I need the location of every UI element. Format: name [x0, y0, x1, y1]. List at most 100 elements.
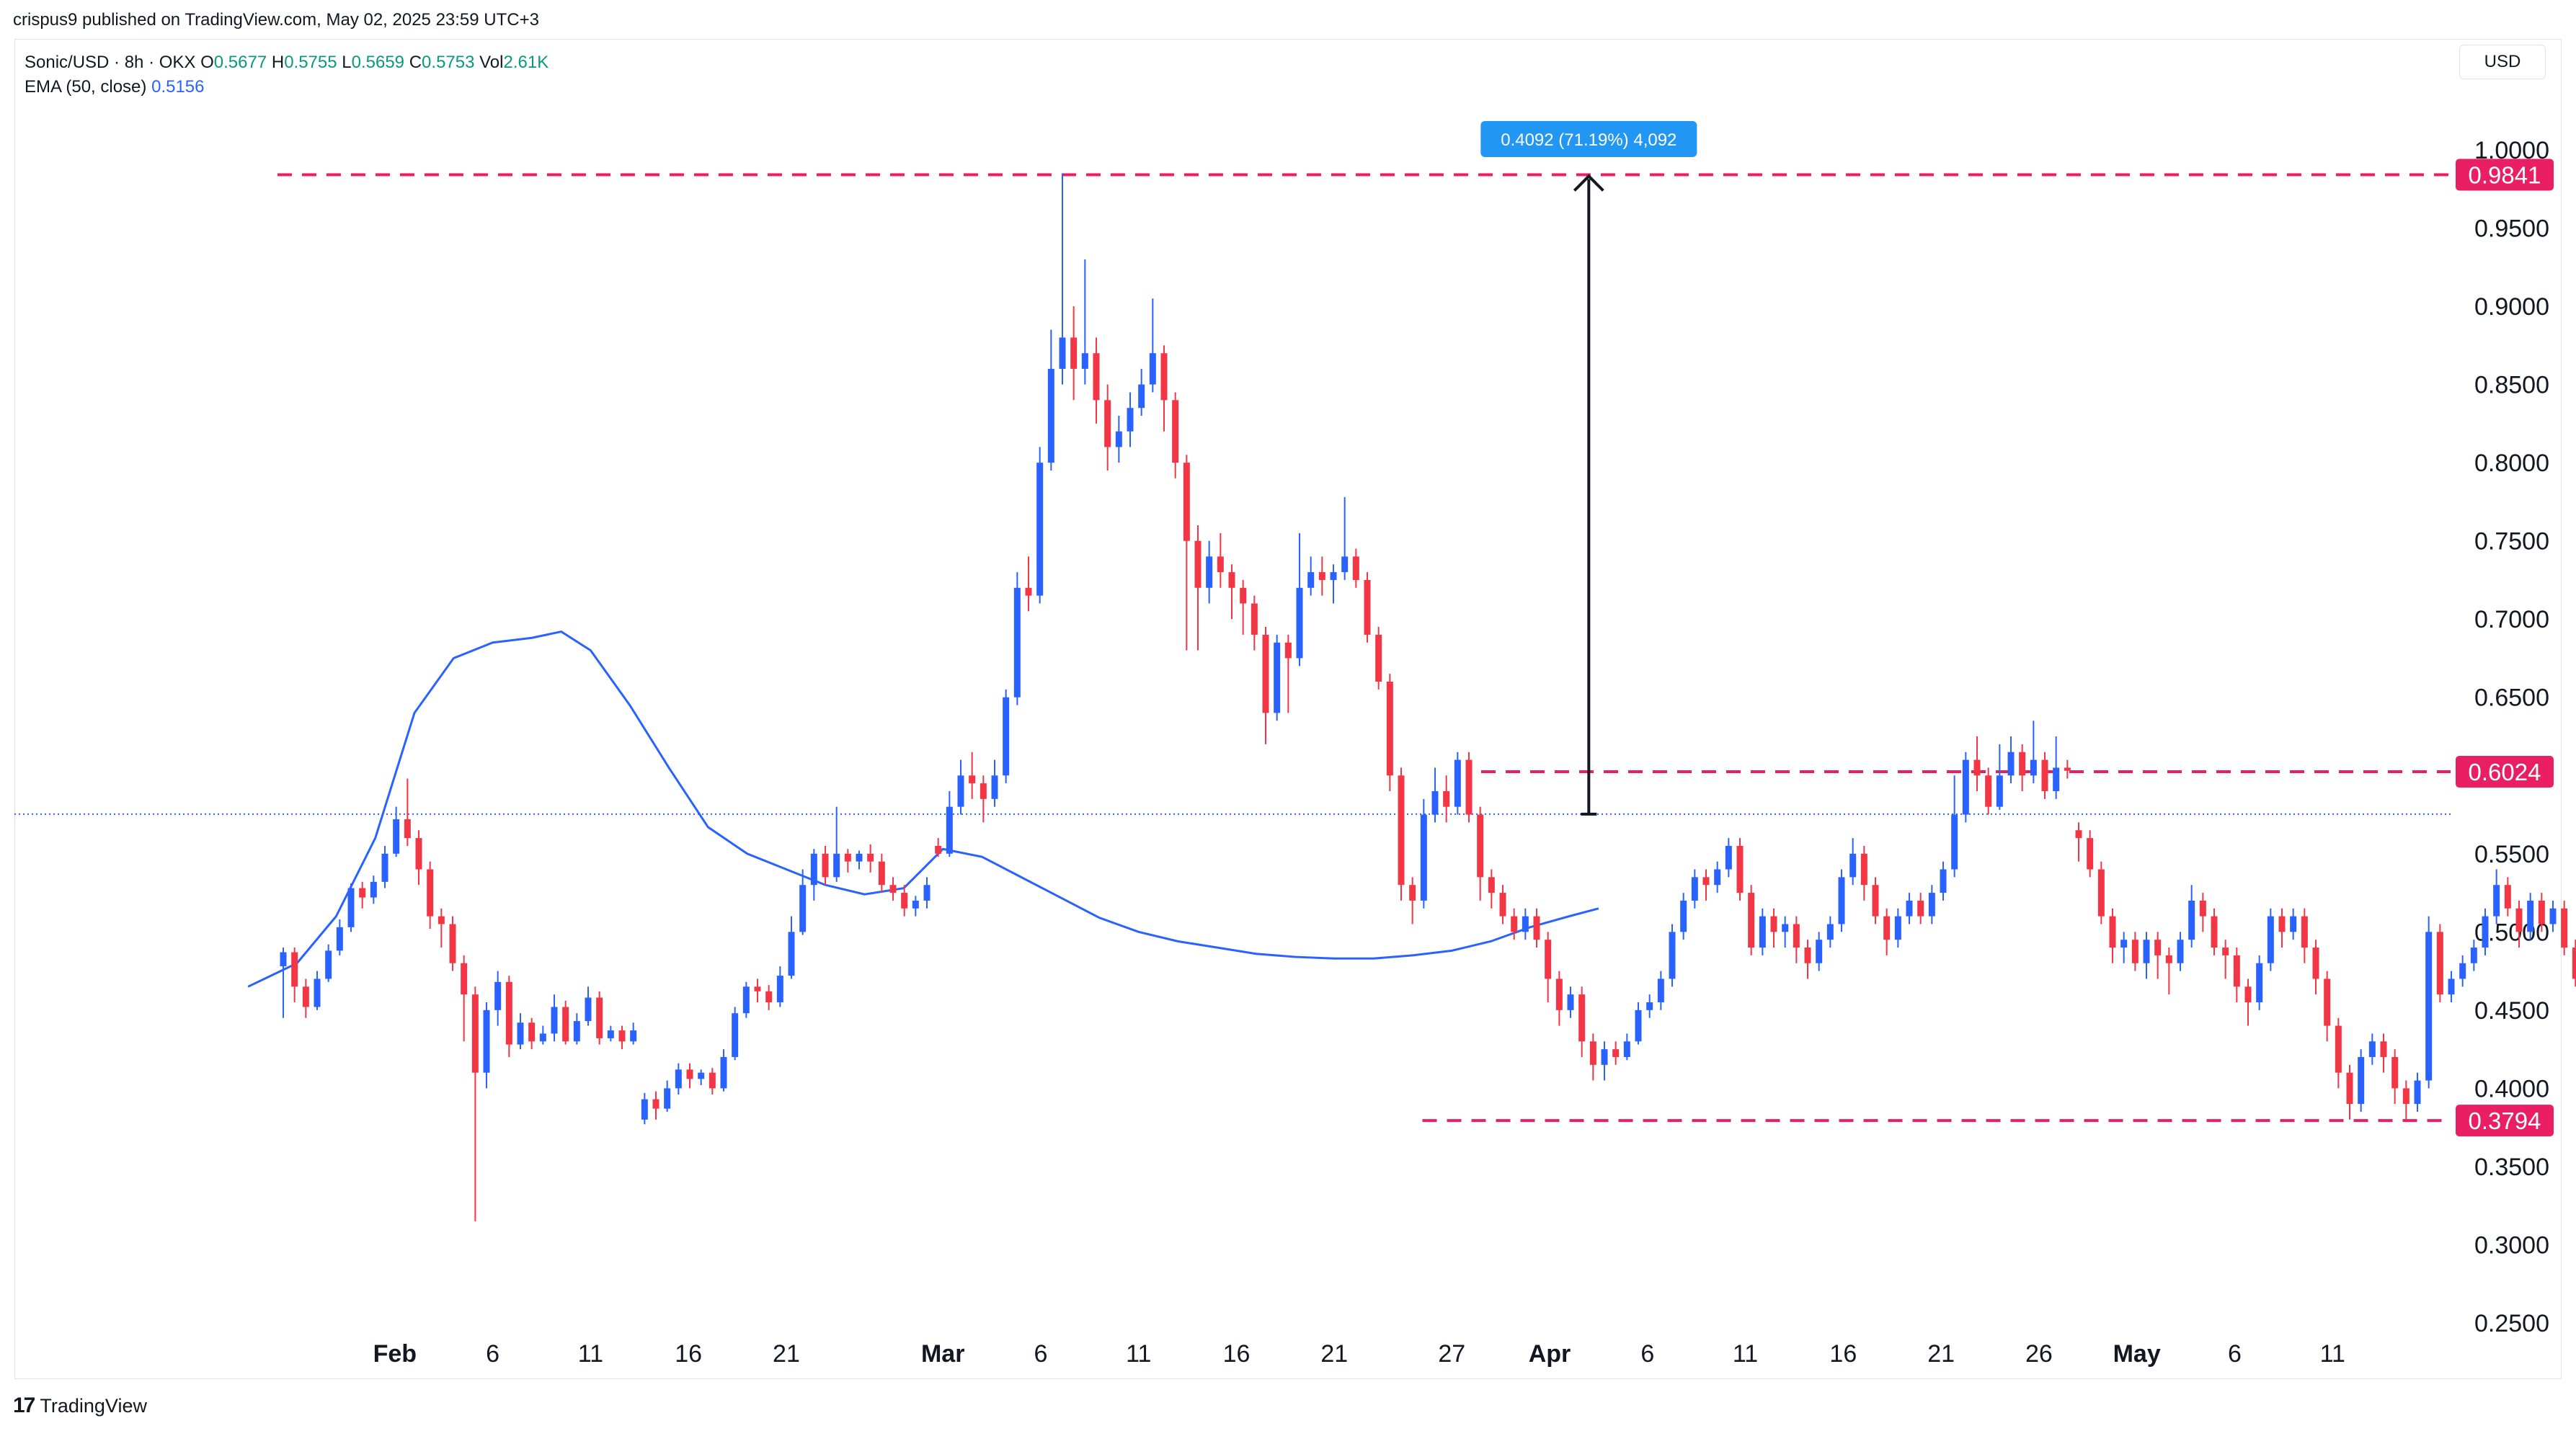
candle — [844, 849, 851, 873]
currency-button[interactable]: USD — [2459, 45, 2546, 79]
candle-body — [517, 1022, 524, 1045]
candle-body — [1928, 893, 1935, 917]
high-value: 0.5755 — [284, 53, 337, 72]
candle — [1172, 392, 1179, 478]
candle-body — [1036, 463, 1044, 596]
candle — [935, 838, 942, 857]
candle-body — [969, 775, 976, 784]
candle-body — [844, 853, 851, 862]
candle-body — [449, 924, 456, 963]
y-tick-label: 0.9000 — [2474, 293, 2549, 321]
candle-body — [2335, 1025, 2342, 1073]
candle-body — [2380, 1041, 2387, 1057]
candle — [1217, 532, 1224, 588]
candle-body — [494, 981, 502, 1010]
candle — [2087, 830, 2094, 878]
candle — [765, 985, 773, 1010]
candle — [393, 806, 400, 857]
candle-body — [709, 1072, 716, 1089]
candle-body — [2211, 916, 2218, 948]
candle-body — [2177, 940, 2184, 963]
candle-body — [698, 1072, 705, 1079]
candle-body — [359, 888, 366, 898]
candle — [2493, 869, 2500, 924]
candle-body — [742, 986, 750, 1014]
candle — [585, 986, 592, 1026]
chart-frame[interactable] — [14, 39, 2562, 1379]
candle-body — [1545, 940, 1552, 979]
candle-body — [607, 1030, 614, 1038]
candle-body — [1816, 940, 1823, 963]
candle — [2561, 900, 2568, 955]
candle-body — [1013, 587, 1021, 697]
open-label: O — [200, 53, 214, 72]
candle — [1736, 838, 1744, 901]
candle — [1003, 689, 1010, 784]
measure-tool[interactable]: 0.4092 (71.19%) 4,092 — [1480, 121, 1697, 816]
candle — [1759, 908, 1766, 955]
candle-body — [652, 1099, 659, 1109]
candle-body — [2064, 767, 2071, 771]
candle-body — [1047, 368, 1054, 463]
candle-body — [1443, 790, 1450, 807]
candle — [1906, 893, 1913, 924]
candle — [2019, 744, 2026, 791]
candle-body — [438, 916, 445, 924]
candle-body — [1149, 353, 1156, 385]
footer-brand[interactable]: 17 TradingView — [13, 1394, 147, 1418]
x-tick-label: 6 — [1034, 1340, 1048, 1368]
candle-body — [2572, 948, 2576, 979]
candle — [517, 1013, 524, 1050]
candle-body — [1567, 994, 1574, 1010]
candle-body — [788, 932, 795, 976]
candle — [2222, 940, 2229, 979]
candle-body — [2290, 916, 2297, 932]
candle-body — [1782, 924, 1789, 932]
candle-body — [1578, 994, 1586, 1042]
candle — [1081, 259, 1088, 385]
candle — [2075, 822, 2082, 862]
candle — [720, 1049, 727, 1092]
candle — [1036, 447, 1044, 604]
candle — [1804, 940, 1811, 979]
candle-body — [957, 775, 964, 807]
low-value: 0.5659 — [351, 53, 405, 72]
measure-box — [1480, 121, 1697, 157]
candle-body — [2019, 752, 2026, 776]
candle-body — [1522, 916, 1529, 932]
candle-body — [776, 976, 783, 1003]
candle-body — [370, 881, 377, 898]
candle-body — [901, 893, 908, 909]
y-tick-label: 0.8000 — [2474, 450, 2549, 477]
candle — [2459, 955, 2466, 987]
candle-body — [799, 885, 807, 932]
candle — [415, 830, 422, 886]
close-label: C — [409, 53, 422, 72]
x-tick-label: 16 — [1829, 1340, 1857, 1368]
candle — [2380, 1033, 2387, 1073]
candle-body — [1826, 924, 1834, 940]
candle — [2109, 908, 2116, 963]
candle — [1567, 986, 1574, 1018]
horizontal-levels — [14, 173, 2451, 1123]
candle — [1545, 932, 1552, 1003]
candle — [2527, 893, 2534, 940]
candle — [2143, 932, 2150, 979]
candle-body — [991, 775, 998, 799]
symbol-label[interactable]: Sonic/USD · 8h · OKX — [25, 53, 196, 72]
ema-label[interactable]: EMA (50, close) — [25, 77, 147, 97]
candle — [427, 861, 434, 929]
candle — [2335, 1017, 2342, 1089]
candle-body — [810, 853, 817, 886]
open-value: 0.5677 — [213, 53, 267, 72]
candle-body — [822, 853, 829, 878]
candle-body — [720, 1056, 727, 1089]
candle-body — [946, 806, 953, 854]
candle-body — [1420, 814, 1427, 901]
candle-body — [2301, 916, 2308, 948]
y-tick-label: 0.5500 — [2474, 841, 2549, 868]
tradingview-logo-icon: 17 — [13, 1394, 35, 1417]
candle — [1793, 916, 1800, 963]
candle — [1917, 893, 1924, 924]
